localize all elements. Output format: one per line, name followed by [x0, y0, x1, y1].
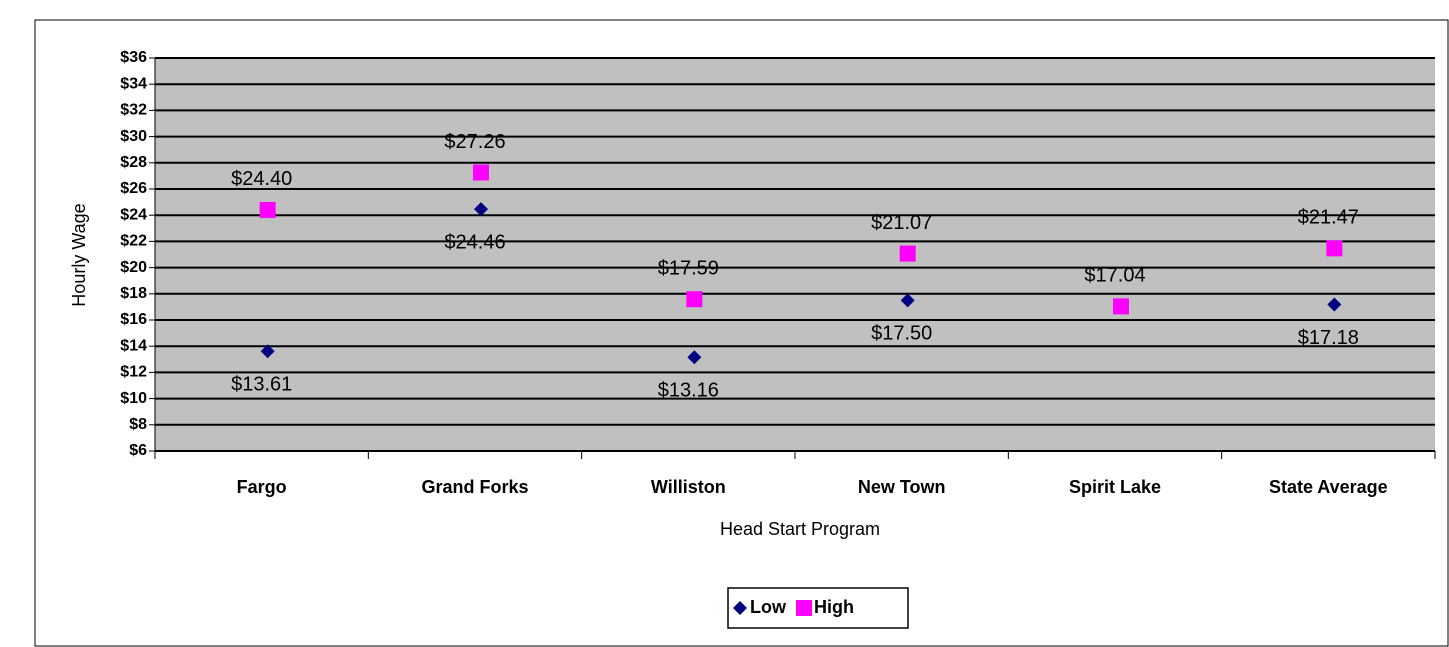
y-tick-label: $22 — [120, 233, 147, 250]
y-tick-label: $24 — [120, 206, 147, 223]
x-axis-title: Head Start Program — [720, 519, 880, 539]
point — [687, 350, 702, 365]
data-label: $17.59 — [658, 257, 719, 279]
point — [733, 601, 747, 615]
legend-box — [727, 587, 909, 629]
legend-label: Low — [750, 597, 787, 617]
point — [686, 291, 703, 308]
y-tick-label: $28 — [120, 154, 147, 171]
y-tick-label: $6 — [129, 442, 147, 459]
x-tick-label: Fargo — [237, 477, 287, 497]
plot-background — [155, 58, 1435, 451]
point — [796, 600, 812, 616]
data-label: $17.50 — [871, 323, 932, 345]
y-tick-label: $26 — [120, 180, 147, 197]
point — [1113, 298, 1129, 315]
y-tick-label: $20 — [120, 259, 147, 276]
y-tick-label: $30 — [120, 128, 147, 145]
point — [900, 293, 915, 308]
point — [474, 202, 488, 217]
y-tick-label: $34 — [120, 75, 147, 92]
y-tick-label: $14 — [120, 337, 147, 354]
data-label: $24.40 — [231, 168, 292, 190]
data-label: $13.16 — [658, 379, 719, 401]
y-tick-label: $16 — [120, 311, 147, 328]
x-tick-label: Grand Forks — [421, 477, 528, 497]
data-label: $21.47 — [1298, 207, 1359, 229]
legend-label: High — [814, 597, 854, 617]
point — [259, 201, 276, 218]
data-label: $17.18 — [1298, 327, 1359, 349]
point — [473, 164, 489, 181]
data-label: $24.46 — [444, 231, 505, 253]
x-tick-label: Williston — [651, 477, 726, 497]
data-label: $27.26 — [444, 131, 505, 153]
point — [260, 344, 275, 359]
data-label: $17.04 — [1084, 265, 1145, 287]
x-tick-label: Spirit Lake — [1069, 477, 1161, 497]
data-label: $13.61 — [231, 374, 292, 396]
y-tick-label: $36 — [120, 49, 147, 66]
y-tick-label: $12 — [120, 364, 147, 381]
x-tick-label: New Town — [858, 477, 946, 497]
y-tick-label: $32 — [120, 102, 147, 119]
y-tick-label: $8 — [129, 416, 147, 433]
point — [1326, 240, 1343, 257]
point — [1327, 297, 1342, 312]
y-tick-label: $10 — [120, 390, 147, 407]
point — [899, 245, 916, 262]
x-tick-label: State Average — [1269, 477, 1388, 497]
y-axis-title: Hourly Wage — [69, 203, 89, 306]
data-label: $21.07 — [871, 212, 932, 234]
y-tick-label: $18 — [120, 285, 147, 302]
